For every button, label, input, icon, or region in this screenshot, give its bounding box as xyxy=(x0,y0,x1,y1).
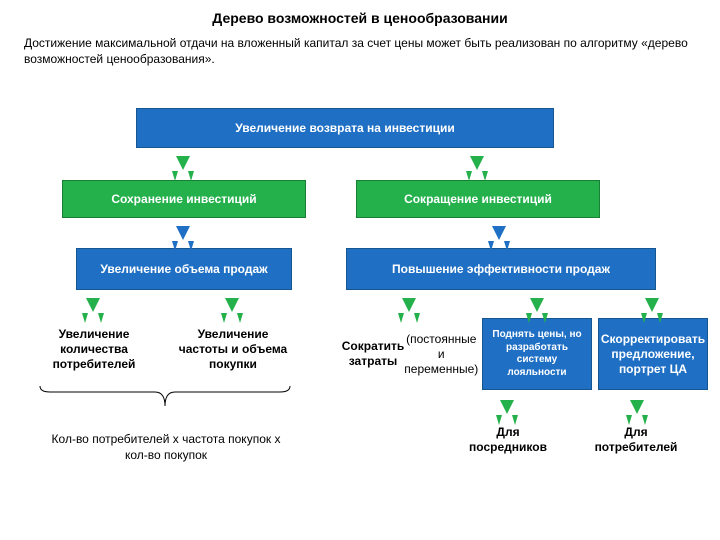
page-title: Дерево возможностей в ценообразовании xyxy=(0,0,720,26)
arrow-down-icon xyxy=(176,226,190,240)
arrow-down-icon xyxy=(86,298,100,312)
arrow-down-icon xyxy=(225,298,239,312)
node-l3e: Скорректировать предложение, портрет ЦА xyxy=(598,318,708,390)
page-subtitle: Достижение максимальной отдачи на вложен… xyxy=(0,26,720,67)
arrow-down-icon xyxy=(492,226,506,240)
arrow-down-icon xyxy=(470,156,484,170)
node-l1a: Сохранение инвестиций xyxy=(62,180,306,218)
node-root: Увеличение возврата на инвестиции xyxy=(136,108,554,148)
node-l4a: Для посредников xyxy=(452,420,564,460)
arrow-down-icon xyxy=(630,400,644,414)
node-l2a: Увеличение объема продаж xyxy=(76,248,292,290)
node-l3a: Увеличение количества потребителей xyxy=(30,318,158,380)
footnote-formula: Кол-во потребителей х частота покупок х … xyxy=(46,432,286,463)
arrow-down-icon xyxy=(500,400,514,414)
node-l3c: Сократить затраты(постоянные и переменны… xyxy=(346,318,474,390)
arrow-down-icon xyxy=(176,156,190,170)
node-l1b: Сокращение инвестиций xyxy=(356,180,600,218)
arrow-down-icon xyxy=(402,298,416,312)
arrow-down-icon xyxy=(645,298,659,312)
arrow-down-icon xyxy=(530,298,544,312)
node-l4b: Для потребителей xyxy=(580,420,692,460)
node-l3b: Увеличение частоты и объема покупки xyxy=(168,318,298,380)
node-l3d: Поднять цены, но разработать систему лоя… xyxy=(482,318,592,390)
node-l2b: Повышение эффективности продаж xyxy=(346,248,656,290)
